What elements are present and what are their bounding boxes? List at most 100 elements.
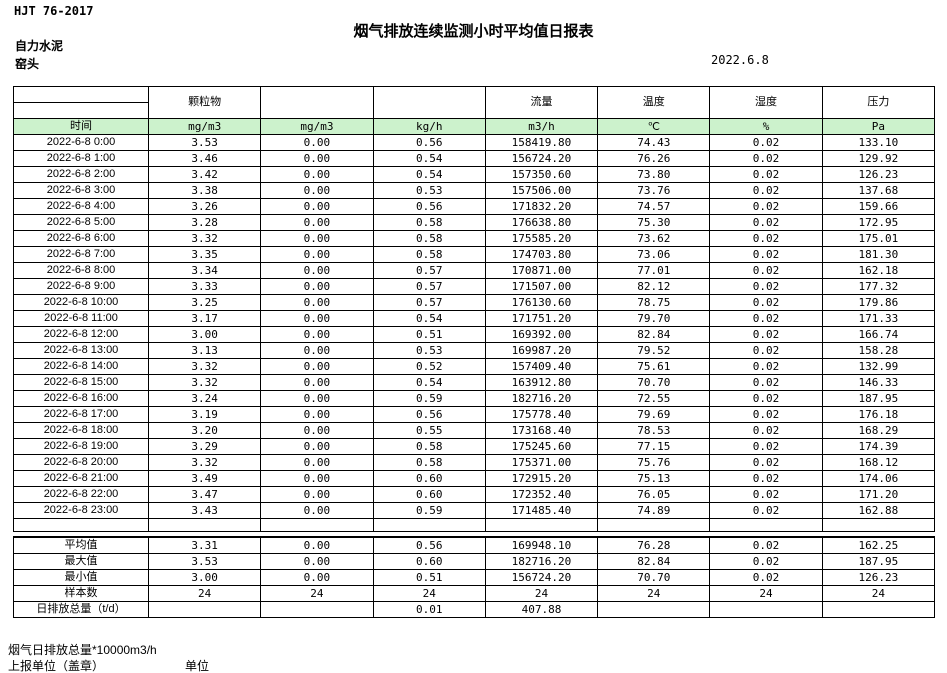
value-cell: 0.56 (372, 406, 486, 423)
value-cell: 0.00 (260, 182, 374, 199)
table-row: 2022-6-8 6:00 3.32 0.00 0.58 175585.20 73.62 0… (13, 230, 936, 247)
value-cell: 0.54 (372, 310, 486, 327)
value-cell: 156724.20 (484, 150, 599, 167)
value-cell: 157506.00 (484, 182, 599, 199)
pollutant-header-3 (372, 86, 486, 119)
summary-value: 0.56 (372, 536, 486, 554)
value-cell: 0.02 (709, 198, 823, 215)
value-cell: 182716.20 (484, 390, 599, 407)
value-cell: 0.54 (372, 374, 486, 391)
value-cell: 3.29 (147, 438, 262, 455)
value-cell: 0.53 (372, 182, 486, 199)
time-cell: 2022-6-8 20:00 (13, 454, 149, 471)
summary-row: 平均值 3.31 0.00 0.56 169948.10 76.28 0.02 162.25 (13, 536, 936, 554)
value-cell: 0.00 (260, 198, 374, 215)
value-cell: 0.02 (709, 422, 823, 439)
value-cell: 171751.20 (484, 310, 599, 327)
company-name: 自力水泥 (15, 39, 64, 53)
summary-value: 169948.10 (484, 536, 599, 554)
value-cell: 0.51 (372, 326, 486, 343)
value-cell: 0.58 (372, 214, 486, 231)
value-cell: 0.00 (260, 246, 374, 263)
value-cell: 3.32 (147, 374, 262, 391)
pollutant-header-2 (260, 86, 374, 119)
value-cell: 77.01 (597, 262, 711, 279)
time-cell: 2022-6-8 13:00 (13, 342, 149, 359)
value-cell: 0.02 (709, 342, 823, 359)
value-cell: 3.47 (147, 486, 262, 503)
value-cell: 3.33 (147, 278, 262, 295)
time-cell: 2022-6-8 4:00 (13, 198, 149, 215)
value-cell: 3.43 (147, 502, 262, 519)
value-cell: 3.28 (147, 214, 262, 231)
time-cell: 2022-6-8 17:00 (13, 406, 149, 423)
summary-label: 日排放总量（t/d） (13, 601, 149, 618)
value-cell: 0.00 (260, 358, 374, 375)
empty-row (13, 518, 936, 532)
summary-value: 156724.20 (484, 569, 599, 586)
data-table: 颗粒物 流量 温度 湿度 压力 时间 mg/m3 mg/m3 kg/h m3/h… (13, 86, 936, 618)
time-cell: 2022-6-8 3:00 (13, 182, 149, 199)
value-cell: 3.35 (147, 246, 262, 263)
value-cell: 3.49 (147, 470, 262, 487)
summary-value: 70.70 (597, 569, 711, 586)
table-row: 2022-6-8 13:00 3.13 0.00 0.53 169987.20 79.52… (13, 342, 936, 359)
value-cell: 171.33 (821, 310, 936, 327)
value-cell: 77.15 (597, 438, 711, 455)
summary-value: 0.51 (372, 569, 486, 586)
value-cell: 176638.80 (484, 214, 599, 231)
pollutant-header-row: 颗粒物 流量 温度 湿度 压力 (13, 86, 936, 119)
value-cell: 0.02 (709, 326, 823, 343)
table-row: 2022-6-8 15:00 3.32 0.00 0.54 163912.80 70.70… (13, 374, 936, 391)
value-cell: 0.00 (260, 294, 374, 311)
summary-label: 平均值 (13, 536, 149, 554)
value-cell: 75.30 (597, 214, 711, 231)
summary-value: 126.23 (821, 569, 936, 586)
value-cell: 177.32 (821, 278, 936, 295)
empty-cell (147, 518, 262, 532)
table-row: 2022-6-8 14:00 3.32 0.00 0.52 157409.40 75.61… (13, 358, 936, 375)
summary-row: 最小值 3.00 0.00 0.51 156724.20 70.70 0.02 126.23 (13, 569, 936, 586)
time-cell: 2022-6-8 23:00 (13, 502, 149, 519)
value-cell: 172352.40 (484, 486, 599, 503)
value-cell: 174.39 (821, 438, 936, 455)
value-cell: 0.59 (372, 390, 486, 407)
value-cell: 0.55 (372, 422, 486, 439)
table-row: 2022-6-8 9:00 3.33 0.00 0.57 171507.00 82.12 0… (13, 278, 936, 295)
corner-cell-top (13, 86, 149, 103)
value-cell: 0.00 (260, 230, 374, 247)
summary-value: 0.02 (709, 536, 823, 554)
value-cell: 146.33 (821, 374, 936, 391)
table-row: 2022-6-8 23:00 3.43 0.00 0.59 171485.40 74.89… (13, 502, 936, 519)
value-cell: 0.60 (372, 470, 486, 487)
value-cell: 3.26 (147, 198, 262, 215)
time-cell: 2022-6-8 1:00 (13, 150, 149, 167)
page-title: 烟气排放连续监测小时平均值日报表 (353, 23, 594, 40)
summary-value: 24 (709, 585, 823, 602)
time-header: 时间 (13, 118, 149, 135)
value-cell: 73.80 (597, 166, 711, 183)
value-cell: 175585.20 (484, 230, 599, 247)
value-cell: 73.76 (597, 182, 711, 199)
value-cell: 0.00 (260, 278, 374, 295)
value-cell: 0.02 (709, 262, 823, 279)
time-cell: 2022-6-8 22:00 (13, 486, 149, 503)
pollutant-header-flow: 流量 (484, 86, 599, 119)
summary-value: 0.01 (372, 601, 486, 618)
value-cell: 3.53 (147, 134, 262, 151)
value-cell: 0.02 (709, 182, 823, 199)
value-cell: 74.57 (597, 198, 711, 215)
value-cell: 0.53 (372, 342, 486, 359)
unit-cell: ℃ (597, 118, 711, 135)
value-cell: 3.20 (147, 422, 262, 439)
value-cell: 132.99 (821, 358, 936, 375)
time-cell: 2022-6-8 6:00 (13, 230, 149, 247)
unit-cell: mg/m3 (260, 118, 374, 135)
summary-value: 24 (147, 585, 262, 602)
time-cell: 2022-6-8 5:00 (13, 214, 149, 231)
value-cell: 175778.40 (484, 406, 599, 423)
report-unit-label: 上报单位（盖章） (8, 659, 105, 673)
summary-value: 24 (372, 585, 486, 602)
footnote-total-flow: 烟气日排放总量*10000m3/h (8, 643, 157, 657)
value-cell: 75.76 (597, 454, 711, 471)
